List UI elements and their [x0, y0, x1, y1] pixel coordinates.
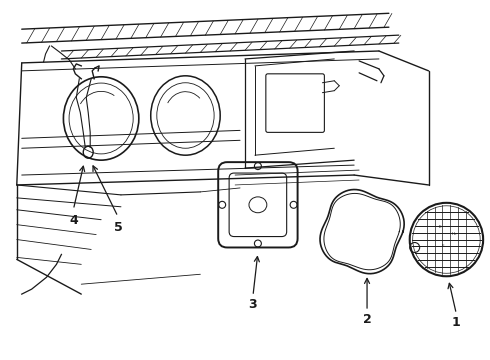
Text: 5: 5: [114, 221, 122, 234]
Text: 4: 4: [69, 214, 78, 227]
Text: 1: 1: [452, 316, 461, 329]
Text: E: E: [439, 225, 441, 229]
Text: 2: 2: [363, 313, 371, 326]
Text: 3: 3: [248, 298, 257, 311]
Text: E: E: [441, 244, 444, 248]
Text: HL: HL: [451, 231, 457, 235]
